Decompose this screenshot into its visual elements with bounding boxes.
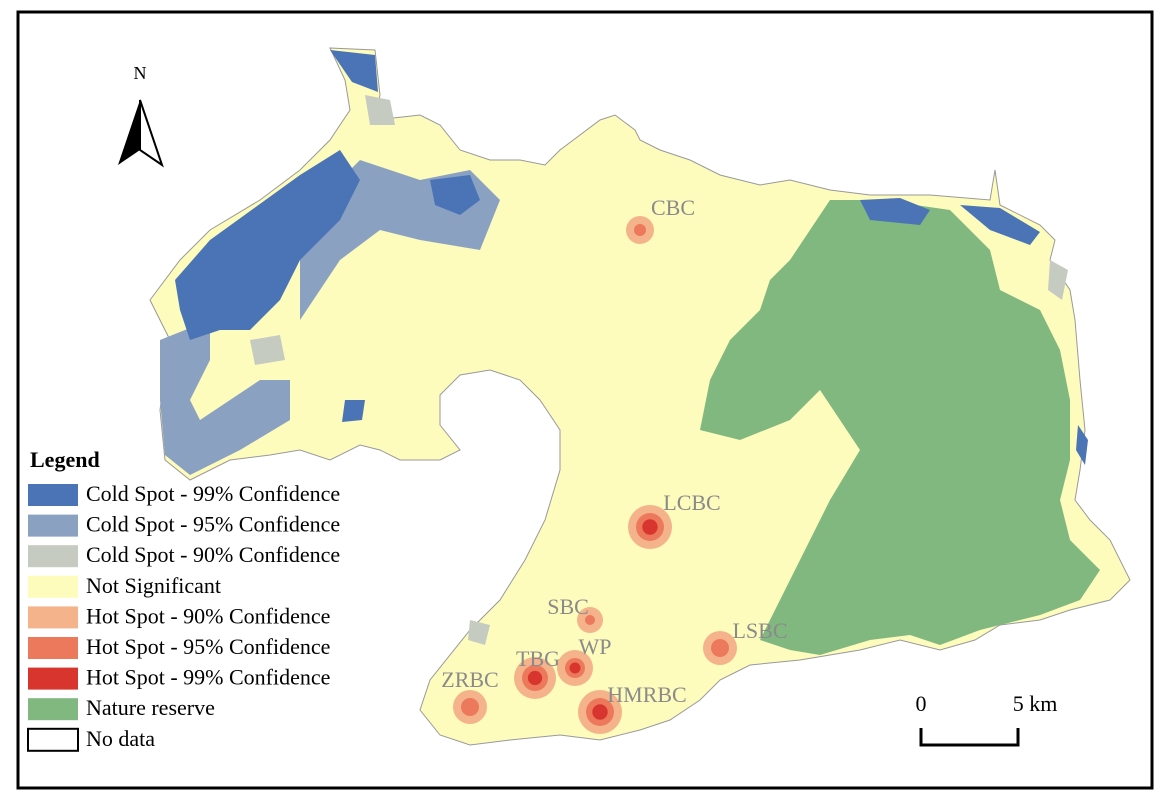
north-arrow-right: [139, 99, 164, 168]
scale-bar: 0 5 km: [916, 691, 1058, 747]
cold-spot-99: [1076, 425, 1088, 465]
scale-start: 0: [916, 691, 927, 716]
legend-label: Not Significant: [86, 573, 221, 598]
legend-swatch: [28, 545, 78, 568]
hot-spot-95: [634, 224, 646, 236]
legend-swatch: [27, 727, 79, 752]
hot-spot-95: [711, 639, 729, 657]
cold-spot-99: [175, 150, 360, 340]
cold-spot-99: [330, 50, 378, 92]
place-label: CBC: [651, 195, 695, 220]
legend-label: Cold Spot - 95% Confidence: [86, 512, 340, 537]
hot-spot-95: [461, 698, 479, 716]
legend: Cold Spot - 99% Confidence Cold Spot - 95…: [27, 481, 340, 752]
cold-spot-90: [1048, 260, 1068, 300]
place-label: TBG: [516, 646, 560, 671]
cold-spot-99: [960, 205, 1040, 245]
place-label: WP: [579, 634, 612, 659]
cold-spot-90: [468, 620, 490, 645]
legend-swatch: [28, 484, 78, 506]
legend-label: Cold Spot - 99% Confidence: [86, 481, 340, 506]
legend-swatch: [28, 698, 78, 721]
north-arrow-left: [118, 100, 140, 165]
place-label: HMRBC: [607, 682, 686, 707]
north-arrow: N: [118, 63, 164, 168]
map-areas: [149, 47, 1131, 746]
legend-label: Hot Spot - 99% Confidence: [86, 665, 330, 690]
cold-spot-90: [365, 95, 395, 125]
cold-spot-90: [250, 335, 285, 365]
hot-spot-99: [569, 662, 581, 674]
legend-label: Nature reserve: [86, 695, 215, 720]
cold-spot-99: [860, 198, 930, 225]
legend-label: Hot Spot - 90% Confidence: [86, 603, 330, 628]
place-label: ZRBC: [441, 667, 498, 692]
legend-label: No data: [86, 726, 155, 751]
legend-title: Legend: [30, 447, 100, 472]
place-label: LCBC: [663, 490, 720, 515]
north-label: N: [134, 63, 147, 83]
nature-reserve: [700, 200, 1100, 655]
cold-spot-95: [160, 320, 290, 475]
hot-spot-99: [527, 670, 543, 686]
hot-spot-95: [585, 615, 595, 625]
place-label: LSBC: [732, 618, 787, 643]
legend-swatch: [28, 575, 78, 598]
legend-swatch: [28, 667, 78, 690]
hot-spot-99: [592, 704, 608, 720]
place-labels: CBC LCBC SBC LSBC WP TBG ZRBC HMRBC: [441, 195, 787, 707]
scale-line: [919, 728, 1020, 747]
scale-end: 5 km: [1013, 691, 1058, 716]
cold-spot-99: [430, 175, 480, 215]
legend-swatch: [28, 606, 78, 629]
cold-spot-99: [342, 400, 365, 422]
place-label: SBC: [547, 594, 589, 619]
legend-label: Hot Spot - 95% Confidence: [86, 634, 330, 659]
legend-label: Cold Spot - 90% Confidence: [86, 542, 340, 567]
legend-swatch: [28, 514, 78, 537]
legend-swatch: [28, 637, 78, 659]
hot-spot-99: [642, 519, 658, 535]
